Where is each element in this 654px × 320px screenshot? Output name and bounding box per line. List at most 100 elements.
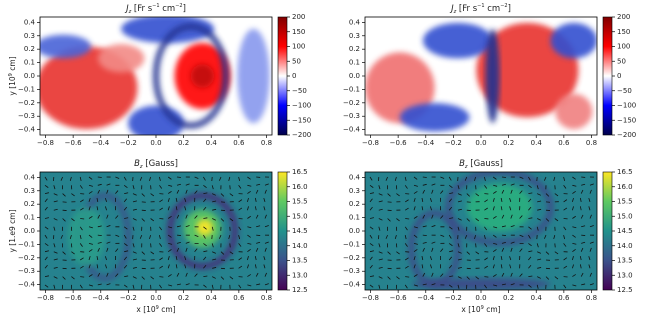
colorbar-tick-label: 150 <box>292 28 305 36</box>
field-image <box>365 17 597 135</box>
quiver-arrow <box>149 234 151 240</box>
colorbar-tick-label: 15.0 <box>292 212 308 220</box>
quiver-arrow <box>203 234 206 239</box>
quiver-arrow <box>572 226 577 229</box>
quiver-arrow <box>492 176 497 180</box>
quiver-arrow <box>203 265 207 269</box>
quiver-arrow <box>167 264 170 269</box>
colorbar-tick-label: 15.0 <box>617 212 633 220</box>
quiver-arrow <box>449 275 454 277</box>
quiver-arrow <box>79 243 83 247</box>
quiver-arrow <box>429 197 432 203</box>
x-tick-label: −0.2 <box>120 294 137 302</box>
quiver-arrow <box>492 215 497 219</box>
x-tick-label: 0.0 <box>475 139 486 147</box>
quiver-arrow <box>544 176 547 181</box>
quiver-arrow <box>106 183 111 186</box>
y-tick-label: −0.4 <box>18 281 36 289</box>
x-tick-label: 0.0 <box>475 294 486 302</box>
quiver-arrow <box>572 190 576 194</box>
quiver-arrow <box>484 207 488 211</box>
quiver-arrow <box>124 275 129 277</box>
panel-title-part: z <box>464 164 468 170</box>
quiver-arrow <box>572 243 577 245</box>
quiver-arrow <box>422 272 426 277</box>
quiver-arrow <box>378 218 383 221</box>
quiver-arrow <box>203 192 208 194</box>
quiver-arrow <box>431 225 436 228</box>
quiver-arrow <box>519 190 523 194</box>
quiver-arrow <box>88 206 91 211</box>
quiver-arrow <box>422 189 425 194</box>
quiver-arrow <box>115 234 120 237</box>
colorbar-tick-label: 13.0 <box>617 271 633 279</box>
quiver-arrow <box>139 234 143 239</box>
quiver-arrow <box>115 190 119 194</box>
quiver-arrow <box>448 198 453 203</box>
x-axis-label: x [109 cm] <box>136 305 175 315</box>
quiver-arrow <box>254 264 257 269</box>
quiver-arrow <box>563 243 567 247</box>
quiver-arrow <box>88 226 93 229</box>
colorbar-tick-label: 200 <box>617 13 630 21</box>
quiver-arrow <box>404 257 409 261</box>
quiver-arrow <box>413 216 418 219</box>
quiver-arrow <box>572 284 577 287</box>
quiver-arrow <box>185 214 188 219</box>
quiver-arrow <box>62 193 66 197</box>
quiver-arrow <box>589 189 592 194</box>
quiver-arrow <box>220 193 225 197</box>
x-tick-label: 0.8 <box>586 294 597 302</box>
panel-title-part: [Gauss] <box>143 159 178 169</box>
quiver-arrow <box>528 226 532 230</box>
quiver-arrow <box>167 191 172 194</box>
quiver-arrow <box>264 283 269 286</box>
quiver-arrow <box>247 274 251 277</box>
quiver-arrow <box>536 185 539 190</box>
quiver-arrow <box>132 258 137 261</box>
colorbar-tick-label: 13.0 <box>292 271 308 279</box>
quiver-arrow <box>115 176 120 179</box>
quiver-arrow <box>413 243 418 245</box>
quiver-arrow <box>440 176 445 179</box>
quiver-arrow <box>123 198 128 203</box>
field-blob <box>153 23 229 129</box>
quiver-arrow <box>247 206 249 211</box>
quiver-arrow <box>79 226 83 231</box>
x-tick-label: −0.8 <box>362 294 379 302</box>
quiver-arrow <box>88 191 93 194</box>
quiver-arrow <box>493 243 498 245</box>
quiver-arrow <box>105 206 107 211</box>
x-tick-label: 0.8 <box>586 139 597 147</box>
x-tick-label: 0.2 <box>178 139 189 147</box>
quiver-arrow <box>53 266 58 269</box>
quiver-arrow <box>53 258 58 261</box>
quiver-arrow <box>537 258 542 261</box>
quiver-arrow <box>554 218 559 222</box>
quiver-arrow <box>492 264 495 269</box>
quiver-arrow <box>247 184 252 187</box>
quiver-arrow <box>466 218 470 222</box>
panel-title-part: −2 <box>500 3 507 9</box>
quiver-arrow <box>440 273 444 277</box>
quiver-arrow <box>588 264 591 269</box>
quiver-arrow <box>554 251 559 255</box>
y-tick-label: −0.2 <box>18 99 35 107</box>
quiver-arrow <box>528 265 532 269</box>
colorbar-tick-label: 16.5 <box>617 168 633 176</box>
y-tick-label: 0.4 <box>24 173 36 181</box>
quiver-arrow <box>254 197 257 202</box>
y-axis-label: y [109 cm] <box>8 56 18 95</box>
x-tick-label: 0.8 <box>261 139 272 147</box>
panel-title-part: ] <box>508 4 511 14</box>
colorbar-tick-label: −150 <box>292 116 311 124</box>
quiver-arrow <box>79 284 83 289</box>
quiver-arrow <box>247 176 251 180</box>
quiver-arrow <box>44 206 48 211</box>
quiver-arrow <box>53 243 56 248</box>
quiver-arrow <box>492 249 497 253</box>
quiver-arrow <box>264 247 267 252</box>
y-tick-label: 0.4 <box>24 18 36 26</box>
panel-title-part: z <box>139 164 143 170</box>
quiver-arrow <box>88 256 91 261</box>
